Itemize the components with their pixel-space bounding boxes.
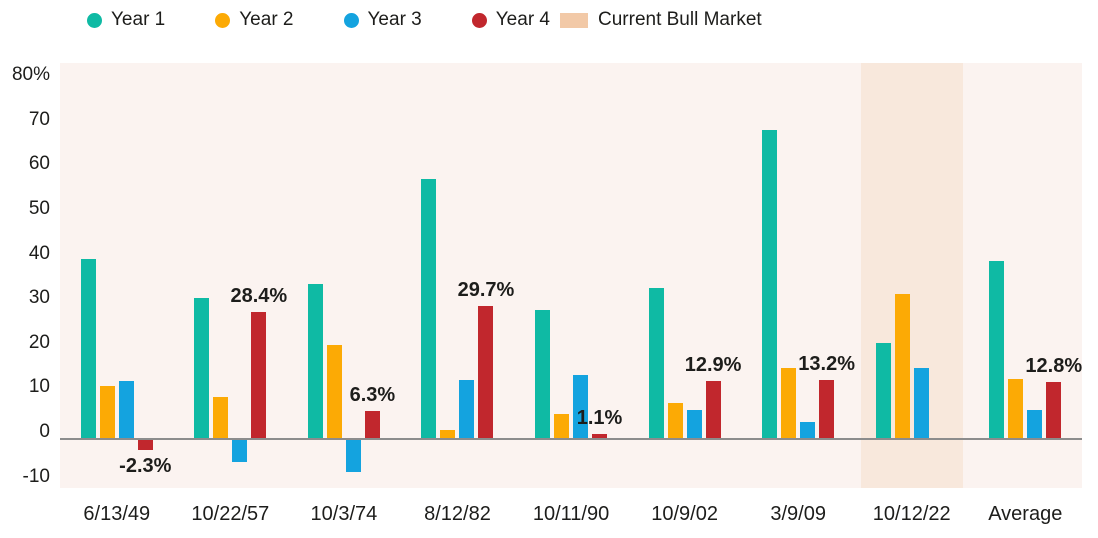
x-axis-label-10-9-02: 10/9/02: [651, 503, 718, 525]
bar-group-10-3-74: 6.3%: [287, 63, 401, 488]
x-axis-label-8-12-82: 8/12/82: [424, 503, 491, 525]
bar-group-average: 12.8%: [969, 63, 1082, 488]
bar-year3-10-11-90: [573, 374, 589, 439]
bar-year1-10-3-74: [307, 284, 323, 439]
y-tick-label: 60: [28, 153, 50, 175]
bar-annotation-10-22-57: 28.4%: [230, 285, 288, 308]
bar-year2-average: [1008, 378, 1024, 439]
bar-year2-8-12-82: [440, 430, 456, 439]
bar-groups: -2.3% 28.4% 6.3% 29.7% 1.1% 12.9% 13.2% 12.8%: [60, 63, 1082, 488]
bar-year1-10-12-22: [875, 343, 891, 439]
bar-year1-average: [989, 261, 1005, 439]
bar-year3-6-13-49: [118, 380, 134, 439]
x-axis-label-10-22-57: 10/22/57: [191, 503, 270, 525]
bar-year3-average: [1027, 410, 1043, 439]
legend-dot-icon: [471, 12, 487, 28]
y-tick-label: 0: [39, 420, 50, 442]
x-axis-label-average: Average: [988, 503, 1063, 525]
bar-year1-8-12-82: [421, 179, 437, 439]
bar-year3-10-9-02: [686, 409, 702, 439]
y-tick-label: 30: [28, 287, 50, 309]
bar-annotation-average: 12.8%: [1025, 354, 1083, 377]
legend-label: Year 2: [239, 9, 294, 30]
legend-item-year-1: Year 1: [87, 9, 165, 31]
y-tick-label: 40: [28, 242, 50, 264]
legend-dot-icon: [87, 12, 102, 28]
y-axis-ticks: 80% 70 60 50 40 30 20 10 0 -10: [0, 63, 50, 488]
y-tick-label: 70: [28, 108, 50, 130]
bar-year3-10-3-74: [345, 439, 361, 473]
bar-year2-3-9-09: [781, 368, 797, 439]
legend-label: Year 4: [495, 9, 550, 30]
bar-group-10-9-02: 12.9%: [628, 63, 741, 488]
bar-group-3-9-09: 13.2%: [741, 63, 855, 488]
x-axis-label-10-11-90: 10/11/90: [532, 503, 610, 525]
bar-year4-3-9-09: [819, 380, 835, 439]
legend-dot-icon: [343, 12, 359, 28]
bar-year4-6-13-49: [137, 439, 153, 451]
bar-year1-6-13-49: [80, 259, 96, 439]
bar-year2-10-11-90: [554, 413, 570, 439]
bar-year4-10-3-74: [364, 410, 380, 439]
x-axis-label-10-12-22: 10/12/22: [872, 503, 951, 525]
bar-group-10-12-22: [855, 63, 969, 488]
y-tick-label: -10: [22, 465, 50, 487]
bar-group-10-11-90: 1.1%: [514, 63, 628, 488]
y-tick-label: 80%: [11, 64, 50, 86]
bar-annotation-8-12-82: 29.7%: [457, 279, 515, 302]
zero-axis-line: [60, 437, 1082, 440]
bar-group-6-13-49: -2.3%: [60, 63, 174, 488]
bar-year2-6-13-49: [99, 385, 115, 439]
x-axis-label-3-9-09: 3/9/09: [770, 503, 826, 525]
legend-label: Current Bull Market: [598, 9, 762, 30]
bar-year3-10-22-57: [232, 439, 248, 462]
bar-annotation-6-13-49: -2.3%: [119, 455, 172, 478]
bar-year4-10-22-57: [251, 312, 267, 439]
legend-item-year-3: Year 3: [343, 9, 422, 31]
bar-group-8-12-82: 29.7%: [401, 63, 514, 488]
y-tick-label: 10: [28, 376, 50, 398]
bar-year2-10-22-57: [213, 396, 229, 439]
bar-year1-3-9-09: [762, 130, 778, 439]
x-axis-labels: 6/13/49 10/22/57 10/3/74 8/12/82 10/11/90 10/…: [60, 501, 1082, 527]
legend-label: Year 1: [111, 9, 166, 30]
y-tick-label: 20: [28, 331, 50, 353]
bar-year4-10-9-02: [705, 381, 721, 439]
legend-item-year-4: Year 4: [471, 9, 550, 31]
y-tick-label: 50: [28, 197, 50, 219]
bar-year4-8-12-82: [478, 306, 494, 439]
bar-annotation-10-11-90: 1.1%: [576, 407, 623, 430]
bar-group-10-22-57: 28.4%: [174, 63, 287, 488]
bar-year4-10-11-90: [592, 434, 608, 439]
bar-year3-8-12-82: [459, 380, 475, 439]
bar-year1-10-9-02: [648, 287, 664, 439]
bar-annotation-10-9-02: 12.9%: [684, 354, 742, 377]
legend-item-year-2: Year 2: [215, 9, 294, 31]
x-axis-label-10-3-74: 10/3/74: [310, 503, 378, 525]
legend-item-current-bull-market: Current Bull Market: [560, 9, 762, 31]
bar-annotation-3-9-09: 13.2%: [798, 353, 856, 376]
legend-swatch-icon: [560, 12, 588, 28]
legend-label: Year 3: [367, 9, 422, 30]
legend-dot-icon: [215, 12, 231, 28]
bar-year2-10-9-02: [667, 402, 683, 439]
legend: Year 1 Year 2 Year 3 Year 4 Current Bull Mar…: [87, 9, 762, 31]
bar-year2-10-12-22: [894, 294, 910, 439]
bar-year3-3-9-09: [800, 421, 816, 439]
bar-annotation-10-3-74: 6.3%: [349, 383, 396, 406]
x-axis-label-6-13-49: 6/13/49: [83, 503, 151, 525]
plot-area: -2.3% 28.4% 6.3% 29.7% 1.1% 12.9% 13.2% 12.8%: [60, 63, 1082, 488]
bar-year2-10-3-74: [326, 344, 342, 439]
bar-year1-10-11-90: [535, 309, 551, 439]
bar-year4-average: [1046, 381, 1062, 439]
bar-year3-10-12-22: [913, 368, 929, 439]
bar-year1-10-22-57: [194, 298, 210, 439]
